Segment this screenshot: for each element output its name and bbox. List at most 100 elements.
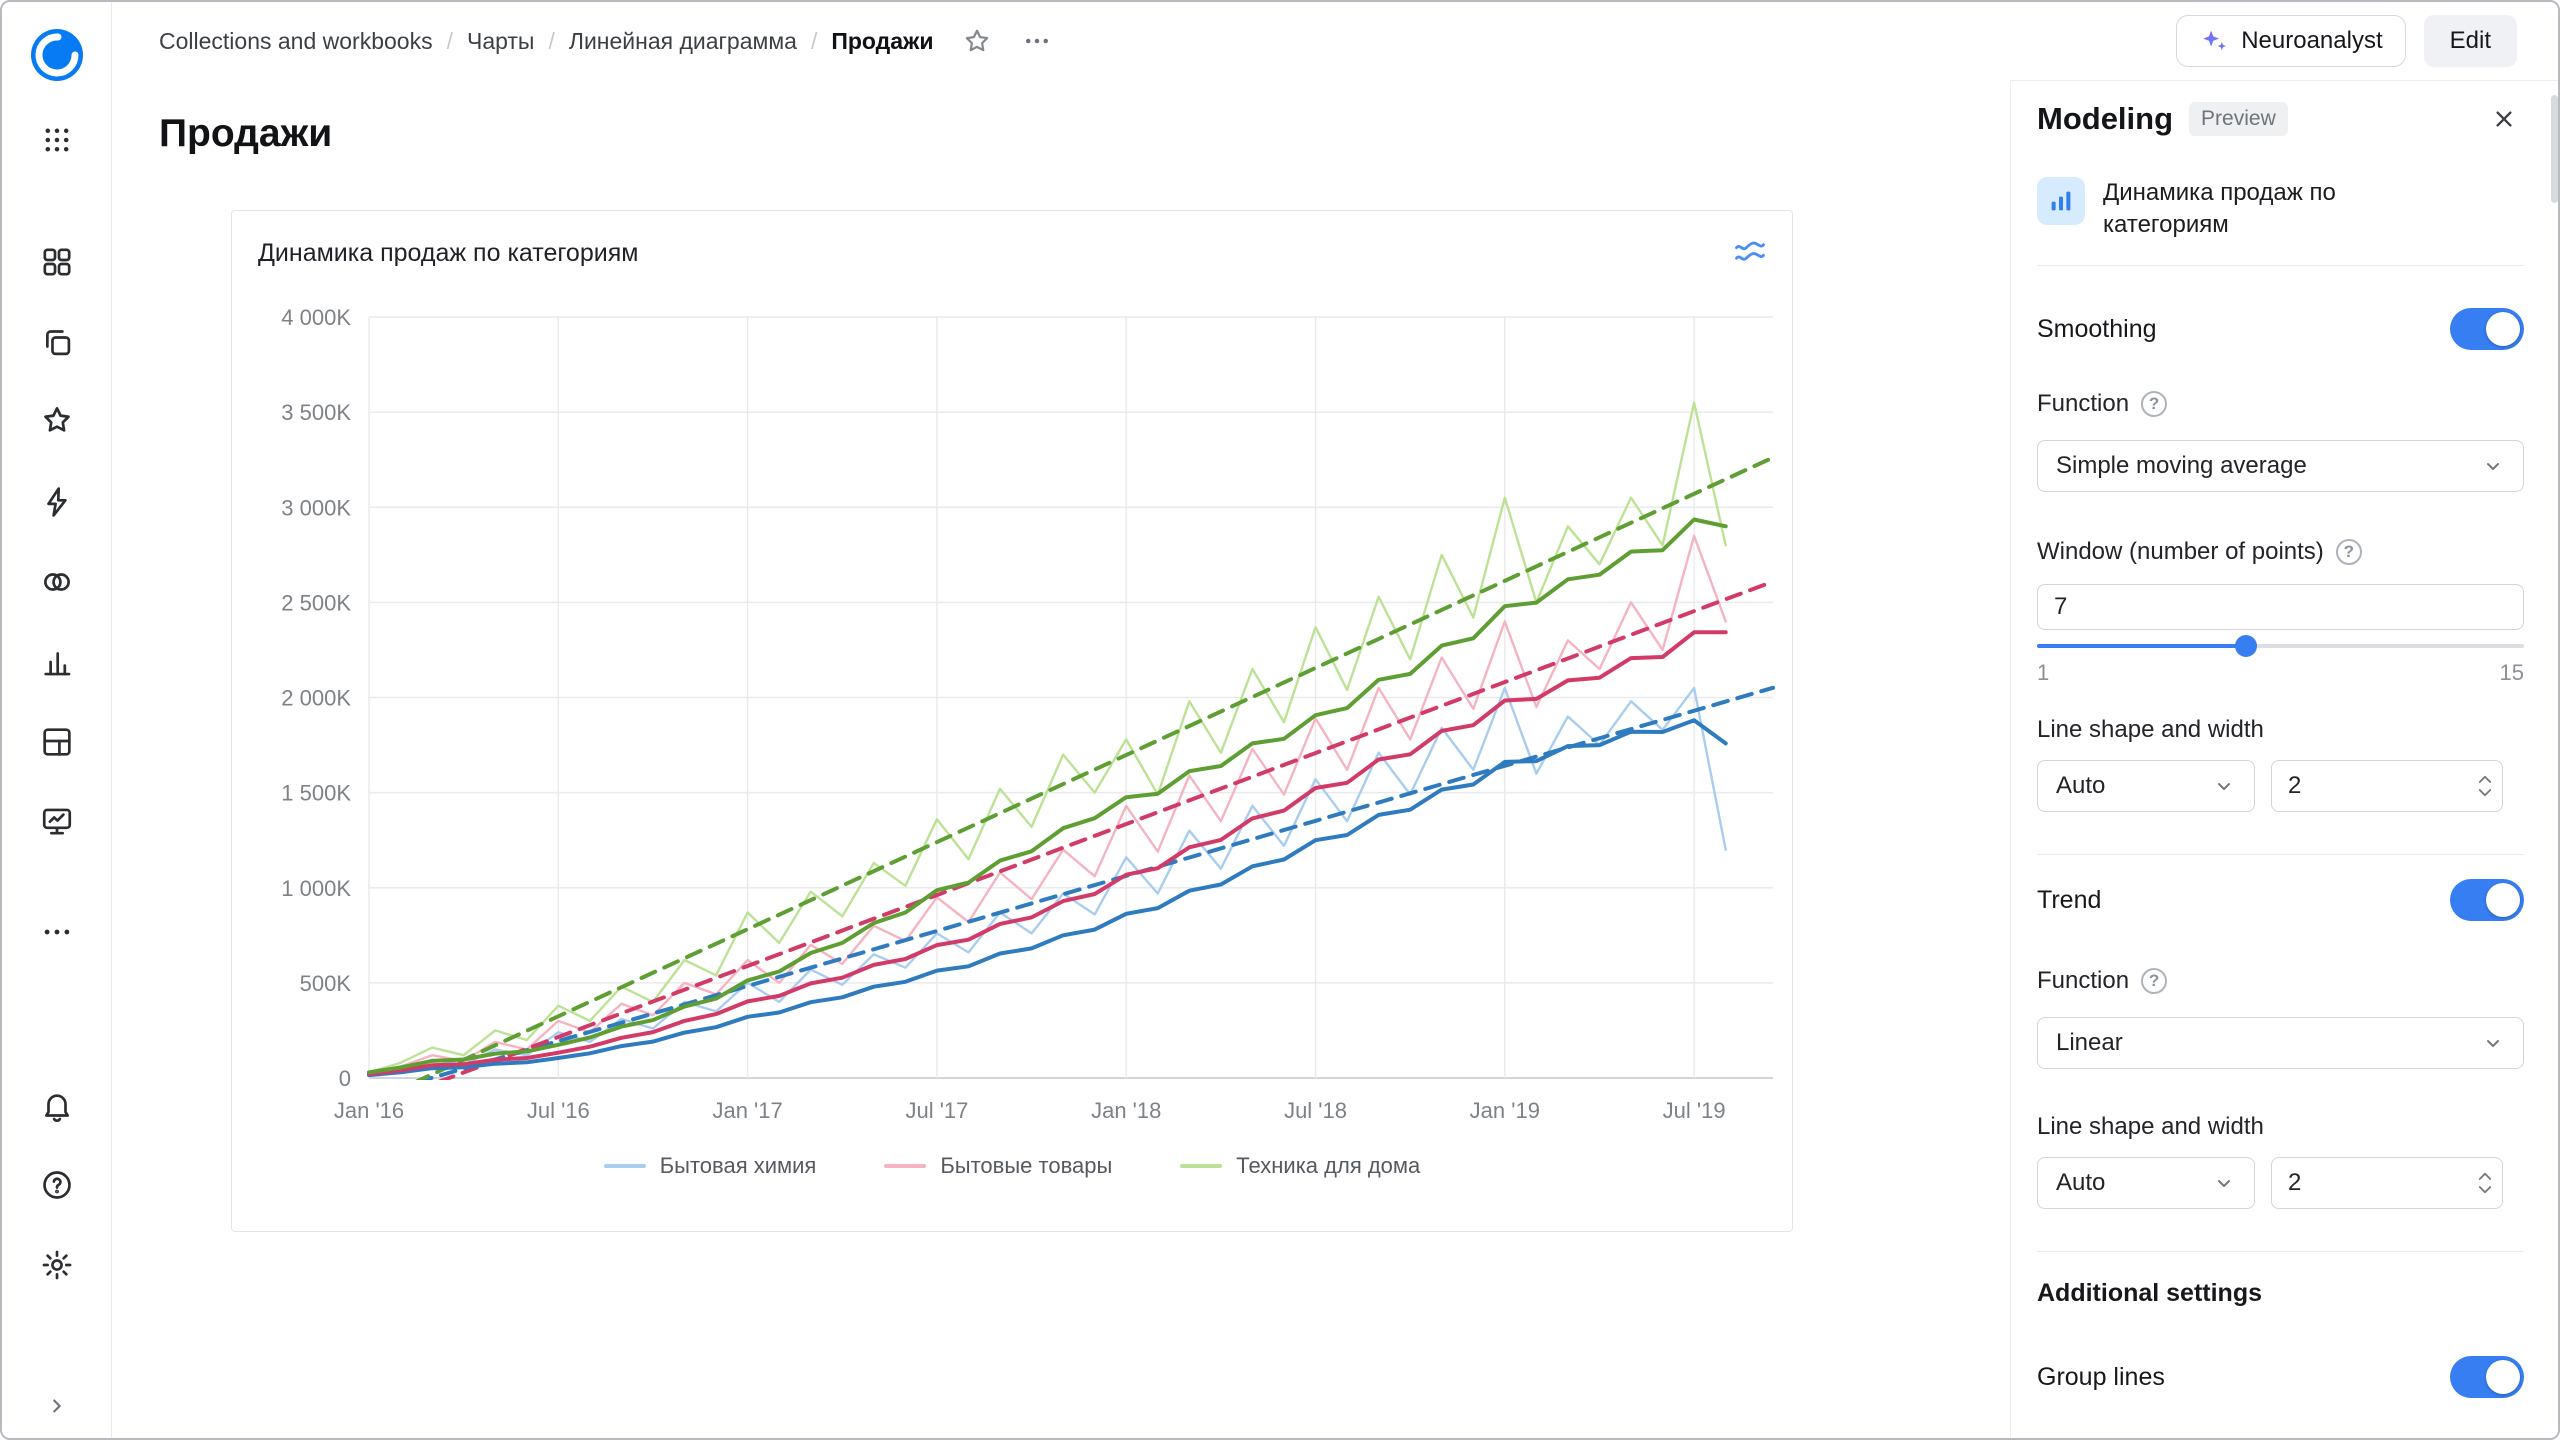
smoothing-line-width-value: 2 xyxy=(2288,772,2302,799)
chevron-down-icon xyxy=(2487,1040,2499,1047)
window-input[interactable] xyxy=(2037,584,2524,630)
page-title: Продажи xyxy=(159,112,333,155)
legend-label: Техника для дома xyxy=(1236,1153,1421,1178)
sidebar-item-dashboards[interactable] xyxy=(33,718,81,766)
trend-toggle[interactable] xyxy=(2450,879,2524,921)
sidebar-collapse-button[interactable] xyxy=(39,1388,75,1424)
modeled-chart-item[interactable]: Динамика продаж по категориям xyxy=(2037,177,2524,241)
notifications-button[interactable] xyxy=(33,1083,81,1131)
trend-line-width-input[interactable]: 2 xyxy=(2271,1157,2503,1209)
slider-knob[interactable] xyxy=(2234,635,2257,657)
smoothing-line-shape-value: Auto xyxy=(2056,772,2106,799)
sidebar-item-reports[interactable] xyxy=(33,797,81,845)
help-icon[interactable]: ? xyxy=(2141,391,2168,417)
help-icon[interactable]: ? xyxy=(2335,539,2362,565)
svg-text:2 000K: 2 000K xyxy=(281,686,351,711)
trend-function-label: Function xyxy=(2037,967,2130,994)
chevron-down-icon xyxy=(2487,463,2499,470)
chart-type-button[interactable] xyxy=(1732,235,1768,276)
stepper-up-icon[interactable] xyxy=(2476,1170,2494,1182)
sidebar-item-charts[interactable] xyxy=(33,638,81,686)
neuroanalyst-button[interactable]: Neuroanalyst xyxy=(2176,15,2406,67)
settings-button[interactable] xyxy=(33,1241,81,1289)
dashboard-grid-icon xyxy=(42,728,71,756)
trend-function-select[interactable]: Linear xyxy=(2037,1017,2524,1069)
stepper-down-icon[interactable] xyxy=(2476,1184,2494,1196)
datalens-logo-icon xyxy=(30,29,83,81)
favorite-star-button[interactable] xyxy=(962,26,992,56)
entry-actions-button[interactable] xyxy=(1022,26,1052,56)
line-chart-plot[interactable]: 0 500K 1 000K 1 500K 2 000K 2 500K 3 000K 3 500… xyxy=(232,211,1794,1233)
help-icon[interactable]: ? xyxy=(2141,968,2168,994)
slider-fill xyxy=(2037,644,2246,648)
stepper-down-icon[interactable] xyxy=(2476,787,2494,799)
bar-chart-icon xyxy=(43,652,70,676)
panel-scrollbar-thumb[interactable] xyxy=(2551,95,2558,203)
edit-button[interactable]: Edit xyxy=(2423,15,2517,67)
chevron-down-icon xyxy=(2218,783,2230,790)
sidebar-item-more[interactable] xyxy=(33,908,81,956)
sidebar-item-collections[interactable] xyxy=(33,238,81,286)
svg-text:2 500K: 2 500K xyxy=(281,590,351,615)
chevron-down-icon xyxy=(2218,1180,2230,1187)
svg-text:500K: 500K xyxy=(300,971,352,996)
group-lines-toggle[interactable] xyxy=(2450,1356,2524,1398)
svg-text:Jul '18: Jul '18 xyxy=(1284,1098,1347,1123)
services-menu-button[interactable] xyxy=(33,116,81,164)
window-slider[interactable] xyxy=(2037,635,2524,657)
svg-text:Jan '19: Jan '19 xyxy=(1470,1098,1540,1123)
legend-label: Бытовые товары xyxy=(940,1153,1113,1178)
panel-close-button[interactable] xyxy=(2484,99,2524,139)
smoothing-line-shape-select[interactable]: Auto xyxy=(2037,760,2255,812)
sparkles-icon xyxy=(2203,30,2227,51)
trend-function-value: Linear xyxy=(2056,1029,2123,1056)
smoothing-function-select[interactable]: Simple moving average xyxy=(2037,440,2524,492)
trend-line-label: Line shape and width xyxy=(2037,1113,2264,1140)
breadcrumb-separator: / xyxy=(548,27,555,54)
legend-item[interactable]: Техника для дома xyxy=(1180,1153,1420,1179)
svg-text:1 500K: 1 500K xyxy=(281,781,351,806)
chart-title: Динамика продаж по категориям xyxy=(258,239,639,267)
breadcrumb-item-collections[interactable]: Collections and workbooks xyxy=(159,27,433,54)
legend-item[interactable]: Бытовые товары xyxy=(884,1153,1112,1179)
smoothing-line-width-input[interactable]: 2 xyxy=(2271,760,2503,812)
svg-text:3 500K: 3 500K xyxy=(281,400,351,425)
datasets-icon xyxy=(43,573,70,591)
slider-min-label: 1 xyxy=(2037,660,2050,685)
breadcrumb-item-line-chart[interactable]: Линейная диаграмма xyxy=(568,27,797,54)
chart-item-title: Динамика продаж по категориям xyxy=(2103,179,2336,238)
toggle-knob xyxy=(2486,1360,2520,1394)
svg-text:Jan '16: Jan '16 xyxy=(334,1098,404,1123)
star-icon xyxy=(43,407,70,432)
smoothing-function-label: Function xyxy=(2037,390,2130,417)
monitor-icon xyxy=(42,808,71,835)
gear-icon xyxy=(42,1250,71,1280)
stepper-up-icon[interactable] xyxy=(2476,773,2494,785)
question-circle-icon xyxy=(42,1171,71,1199)
breadcrumb-separator: / xyxy=(446,27,453,54)
datalens-logo[interactable] xyxy=(28,26,86,84)
help-button[interactable] xyxy=(33,1161,81,1209)
sidebar-item-favorites[interactable] xyxy=(33,396,81,444)
sidebar-item-datasets[interactable] xyxy=(33,558,81,606)
window-label: Window (number of points) xyxy=(2037,538,2324,565)
divider xyxy=(2037,854,2524,855)
additional-settings-label: Additional settings xyxy=(2037,1278,2262,1307)
sidebar-item-connections[interactable] xyxy=(33,478,81,526)
preview-badge: Preview xyxy=(2189,102,2288,136)
slider-track[interactable] xyxy=(2037,644,2524,648)
ellipsis-icon xyxy=(44,929,69,935)
trend-line-shape-select[interactable]: Auto xyxy=(2037,1157,2255,1209)
apps-grid-icon xyxy=(45,128,68,152)
smoothing-toggle[interactable] xyxy=(2450,308,2524,350)
neuroanalyst-label: Neuroanalyst xyxy=(2241,27,2383,54)
bar-chart-icon xyxy=(2051,191,2071,211)
bell-icon xyxy=(44,1094,69,1122)
sidebar-item-workbooks[interactable] xyxy=(33,318,81,366)
breadcrumb-item-charts[interactable]: Чарты xyxy=(466,27,535,54)
breadcrumb-separator: / xyxy=(810,27,818,54)
sidebar xyxy=(2,2,112,1438)
svg-text:Jan '17: Jan '17 xyxy=(712,1098,782,1123)
legend-item[interactable]: Бытовая химия xyxy=(603,1153,816,1179)
